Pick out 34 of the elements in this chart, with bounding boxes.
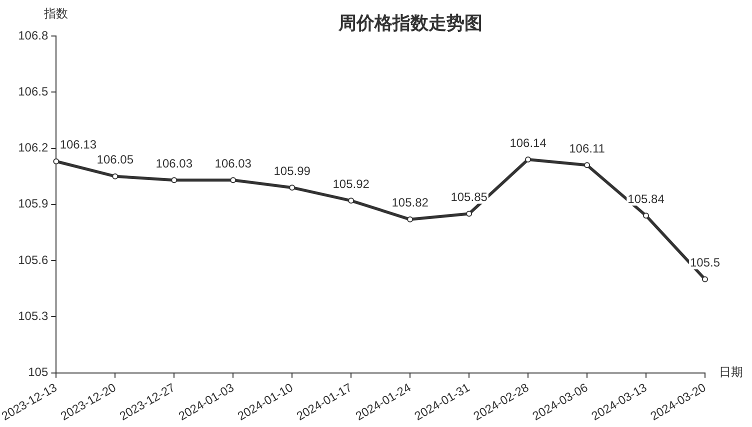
y-tick-label: 105.6 [18, 252, 48, 267]
data-label: 105.84 [628, 192, 665, 206]
y-tick-label: 106.8 [18, 28, 48, 42]
data-label: 106.03 [214, 156, 252, 170]
point [702, 276, 708, 282]
point [53, 158, 60, 164]
y-tick-label: 105 [28, 365, 48, 380]
data-label: 106.05 [96, 152, 134, 167]
x-axis-title: 日期 [719, 365, 743, 380]
y-tick-label: 105.9 [18, 196, 48, 211]
y-axis-title: 指数 [43, 6, 68, 20]
data-label: 105.5 [690, 256, 720, 270]
point [171, 177, 178, 184]
point [525, 156, 532, 163]
point [466, 210, 472, 217]
y-tick-label: 105.3 [18, 309, 48, 324]
y-tick-label: 106.2 [18, 140, 48, 155]
point [348, 198, 354, 204]
point [230, 177, 236, 184]
data-label: 105.99 [274, 164, 311, 178]
data-label: 105.82 [392, 196, 429, 210]
data-label: 105.85 [450, 190, 488, 204]
point [289, 184, 296, 191]
data-label: 106.11 [569, 141, 606, 156]
data-label: 106.13 [60, 138, 97, 152]
y-tick-label: 106.5 [18, 84, 48, 98]
point [112, 173, 118, 180]
point [643, 212, 650, 219]
point [407, 216, 414, 222]
data-label: 106.14 [510, 136, 547, 150]
data-label: 106.03 [156, 156, 193, 170]
chart-title: 周价格指数走势图 [338, 12, 483, 33]
point [584, 162, 590, 168]
data-label: 105.92 [332, 176, 370, 191]
